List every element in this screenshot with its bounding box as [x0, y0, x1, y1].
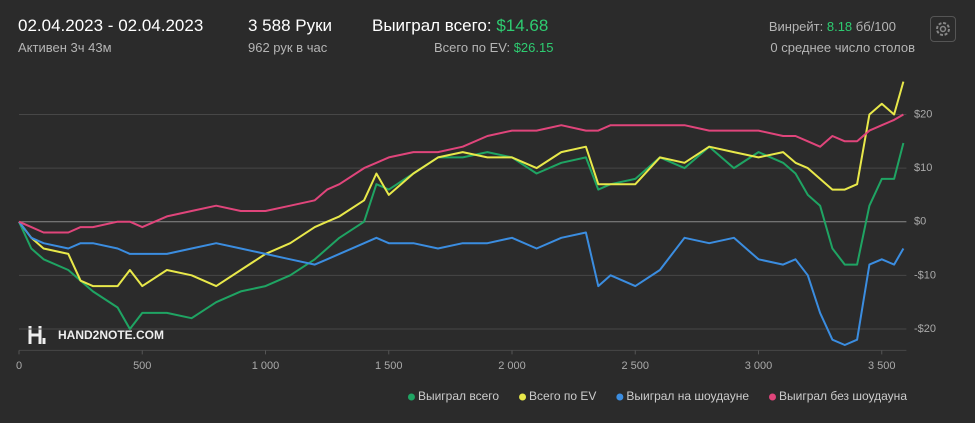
- winrate-value: 8.18: [826, 19, 853, 34]
- x-tick-label: 0: [16, 360, 22, 372]
- series-line: [18, 81, 905, 288]
- ev-value: $26.15: [513, 40, 554, 55]
- y-tick-label: $10: [914, 162, 932, 174]
- legend-item: Выиграл на шоудауне: [616, 389, 749, 403]
- legend-label: Выиграл всего: [418, 389, 499, 403]
- x-tick-label: 500: [133, 360, 151, 372]
- winrate-unit: бб/100: [855, 19, 896, 34]
- watermark: HAND2NOTE.COM: [28, 326, 164, 344]
- x-tick-label: 2 500: [621, 360, 649, 372]
- legend-marker: [519, 393, 527, 401]
- ev-label: Всего по EV:: [434, 40, 511, 55]
- legend-marker: [769, 393, 776, 401]
- legend-marker: [407, 393, 415, 401]
- legend-label: Выиграл без шоудауна: [779, 389, 907, 403]
- won-total: Выиграл всего: $14.68: [372, 16, 548, 36]
- winrate: Винрейт: 8.18 бб/100: [769, 19, 896, 34]
- date-range: 02.04.2023 - 02.04.2023: [18, 16, 204, 35]
- x-tick-label: 3 500: [868, 360, 896, 372]
- x-tick-label: 1 000: [252, 360, 280, 372]
- y-tick-label: $0: [914, 216, 926, 228]
- y-tick-label: $20: [914, 108, 932, 120]
- tables: 0 среднее число столов: [770, 40, 915, 55]
- x-tick-label: 1 500: [375, 360, 403, 372]
- y-tick-label: -$20: [914, 323, 936, 335]
- legend-marker: [616, 393, 624, 401]
- y-tick-label: -$10: [914, 269, 936, 281]
- series-line: [18, 221, 905, 346]
- legend-label: Выиграл на шоудауне: [626, 389, 749, 403]
- legend: Выиграл всего Всего по EV Выиграл на шоуда…: [407, 389, 907, 403]
- x-tick-label: 2 000: [498, 360, 526, 372]
- x-tick-label: 3 000: [745, 360, 773, 372]
- series-line: [18, 142, 905, 330]
- active-time: Активен 3ч 43м: [18, 40, 112, 55]
- won-value: $14.68: [496, 16, 549, 35]
- winrate-label: Винрейт:: [768, 19, 824, 34]
- legend-item: Всего по EV: [519, 389, 596, 403]
- legend-item: Выиграл всего: [407, 389, 499, 403]
- hands: 3 588 Руки: [248, 16, 333, 35]
- gear-icon: [936, 22, 950, 36]
- settings-button[interactable]: [930, 16, 956, 42]
- legend-item: Выиграл без шоудауна: [769, 389, 907, 403]
- series-line: [18, 113, 904, 234]
- legend-label: Всего по EV: [529, 389, 596, 403]
- ev-total: Всего по EV: $26.15: [434, 40, 553, 55]
- hands-per-hour: 962 рук в час: [248, 40, 328, 55]
- watermark-text: HAND2NOTE.COM: [58, 328, 164, 342]
- won-label: Выиграл всего:: [372, 16, 492, 35]
